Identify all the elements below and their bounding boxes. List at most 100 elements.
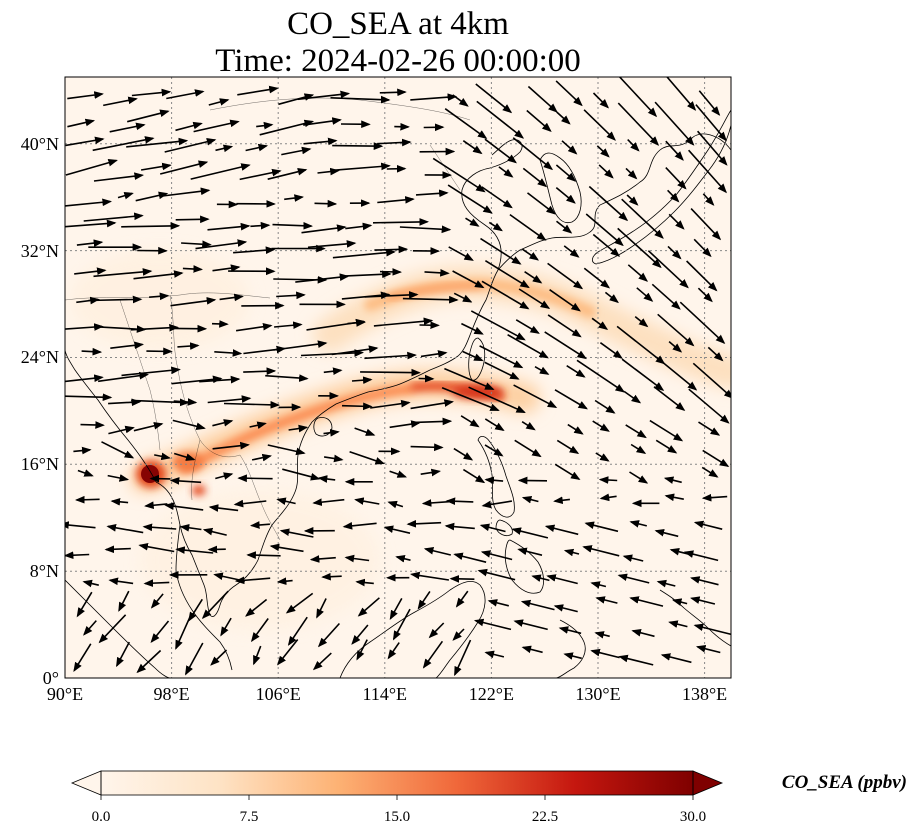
wind-arrow — [65, 219, 117, 228]
wind-arrow — [555, 164, 577, 182]
wind-arrow — [67, 118, 96, 128]
wind-arrow — [595, 596, 618, 604]
wind-arrow — [518, 288, 551, 309]
wind-arrow — [623, 390, 642, 404]
colorbar-tick-label: 0.0 — [92, 809, 111, 825]
wind-arrow — [110, 341, 144, 350]
wind-arrow — [212, 419, 234, 427]
wind-arrow — [598, 476, 618, 484]
wind-arrow — [462, 350, 484, 362]
wind-arrow — [686, 260, 718, 292]
wind-arrow — [133, 270, 184, 280]
wind-arrow — [546, 574, 578, 585]
wind-arrow — [392, 608, 411, 641]
wind-arrow — [249, 421, 267, 429]
y-tick-label: 24°N — [21, 347, 59, 367]
wind-arrow — [330, 95, 391, 104]
wind-arrow — [561, 140, 578, 155]
wind-arrow — [702, 193, 715, 206]
wind-arrow — [379, 268, 402, 276]
wind-arrow — [65, 159, 118, 176]
wind-arrow — [654, 101, 695, 146]
wind-arrow — [182, 265, 203, 273]
coast-korea — [539, 152, 582, 224]
colorbar-tick-label: 22.5 — [532, 809, 558, 825]
wind-arrow — [664, 493, 684, 502]
wind-arrow — [109, 122, 146, 133]
wind-arrow — [599, 493, 617, 502]
wind-arrow — [514, 439, 542, 458]
wind-arrow — [287, 616, 308, 646]
wind-arrow — [212, 264, 241, 272]
wind-arrow — [563, 245, 580, 258]
wind-arrow — [110, 498, 129, 506]
wind-arrow — [667, 189, 680, 203]
wind-arrow — [544, 524, 579, 536]
wind-arrow — [627, 264, 649, 282]
wind-arrow — [663, 476, 682, 484]
wind-arrow — [484, 260, 530, 289]
wind-arrow — [175, 121, 203, 132]
wind-arrow — [444, 367, 495, 390]
coast-philippines-mindanao — [504, 539, 544, 594]
wind-arrow — [617, 573, 650, 584]
wind-arrow — [470, 310, 526, 341]
wind-arrow — [527, 192, 556, 215]
wind-arrow — [621, 198, 664, 239]
wind-arrow — [354, 427, 376, 436]
wind-arrow — [233, 499, 267, 508]
wind-arrow — [175, 546, 214, 554]
wind-arrow — [481, 500, 513, 509]
colorbar-tick-label: 15.0 — [384, 809, 410, 825]
wind-arrow — [136, 649, 162, 674]
wind-arrow — [138, 542, 175, 553]
wind-arrow — [360, 368, 421, 377]
wind-arrow — [364, 351, 417, 360]
wind-arrow — [444, 108, 488, 140]
wind-arrow — [234, 576, 271, 585]
wind-arrow — [387, 500, 404, 509]
colorbar-label: CO_SEA (ppbv) — [782, 772, 907, 793]
y-tick-label: 8°N — [30, 561, 59, 581]
x-tick-label: 138°E — [682, 684, 727, 704]
hotspot-myanmar — [141, 465, 159, 483]
wind-arrow — [117, 191, 134, 200]
wind-arrow — [74, 267, 107, 276]
wind-arrow — [693, 238, 712, 258]
wind-arrow — [373, 317, 434, 327]
wind-arrow — [521, 248, 540, 261]
wind-arrow — [465, 217, 480, 227]
wind-arrow — [342, 522, 377, 530]
wind-arrow — [415, 189, 449, 198]
wind-arrow — [108, 425, 135, 435]
wind-arrow — [479, 523, 506, 533]
wind-arrow — [279, 528, 314, 538]
wind-arrow — [219, 293, 244, 302]
coastlines — [65, 109, 731, 678]
wind-arrow — [585, 213, 624, 247]
wind-arrow — [517, 547, 543, 556]
wind-arrow — [239, 168, 282, 181]
wind-arrow — [235, 322, 273, 332]
wind-arrow — [515, 319, 540, 334]
wind-arrow — [121, 222, 181, 230]
wind-arrow — [520, 599, 555, 611]
wind-arrow — [616, 325, 666, 365]
wind-arrow — [245, 143, 269, 152]
wind-arrow — [285, 592, 314, 614]
wind-arrow — [332, 142, 384, 150]
wind-arrow — [389, 420, 421, 429]
y-tick-label: 0° — [43, 668, 59, 688]
wind-arrow — [410, 399, 454, 410]
hotspot-thailand — [192, 485, 206, 497]
wind-arrow — [276, 291, 306, 300]
wind-arrow — [402, 295, 459, 304]
wind-arrow — [554, 463, 581, 481]
wind-arrow — [417, 590, 431, 610]
wind-arrow — [558, 626, 582, 635]
coast-malay-peninsula — [175, 524, 233, 671]
wind-arrow — [513, 384, 558, 408]
wind-arrow — [354, 497, 380, 505]
wind-arrow — [389, 470, 408, 478]
